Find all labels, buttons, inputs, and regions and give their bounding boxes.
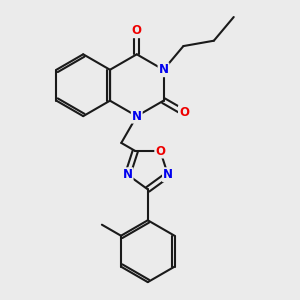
Text: N: N	[163, 168, 173, 181]
Text: O: O	[155, 145, 165, 158]
Text: N: N	[132, 110, 142, 123]
Text: N: N	[123, 168, 133, 181]
Text: O: O	[179, 106, 189, 119]
Text: O: O	[132, 24, 142, 37]
Text: N: N	[158, 63, 169, 76]
